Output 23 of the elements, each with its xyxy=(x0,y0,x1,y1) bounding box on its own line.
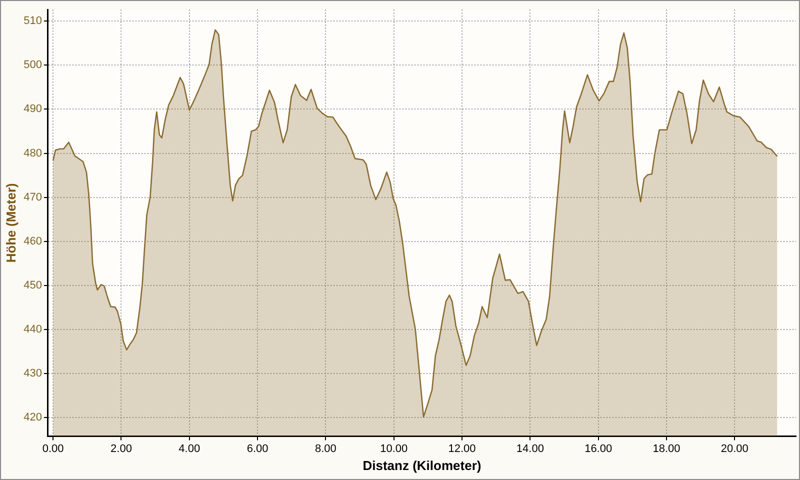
x-tick-label: 10.00 xyxy=(380,442,408,455)
y-tick-label: 420 xyxy=(24,412,42,424)
y-tick-label: 480 xyxy=(24,147,42,160)
y-tick-label: 450 xyxy=(24,280,42,292)
x-tick-label: 14.00 xyxy=(516,442,544,455)
y-tick-label: 500 xyxy=(24,59,42,72)
y-tick-label: 440 xyxy=(24,324,42,336)
x-tick-label: 0.00 xyxy=(42,442,64,455)
x-tick-label: 2.00 xyxy=(110,442,132,455)
x-tick-label: 20.00 xyxy=(720,442,748,455)
y-tick-label: 460 xyxy=(24,235,42,248)
y-tick-label: 490 xyxy=(24,103,42,116)
x-tick-label: 12.00 xyxy=(448,442,476,455)
y-tick-label: 470 xyxy=(24,191,42,204)
x-tick-label: 4.00 xyxy=(178,442,200,455)
x-axis-title: Distanz (Kilometer) xyxy=(362,458,482,473)
x-tick-label: 18.00 xyxy=(652,442,680,455)
y-tick-label: 430 xyxy=(24,368,42,380)
x-tick-label: 16.00 xyxy=(584,442,612,455)
y-tick-label: 510 xyxy=(24,15,42,28)
x-tick-label: 6.00 xyxy=(246,442,268,455)
x-tick-label: 8.00 xyxy=(314,442,336,455)
y-axis-title: Höhe (Meter) xyxy=(3,183,18,263)
